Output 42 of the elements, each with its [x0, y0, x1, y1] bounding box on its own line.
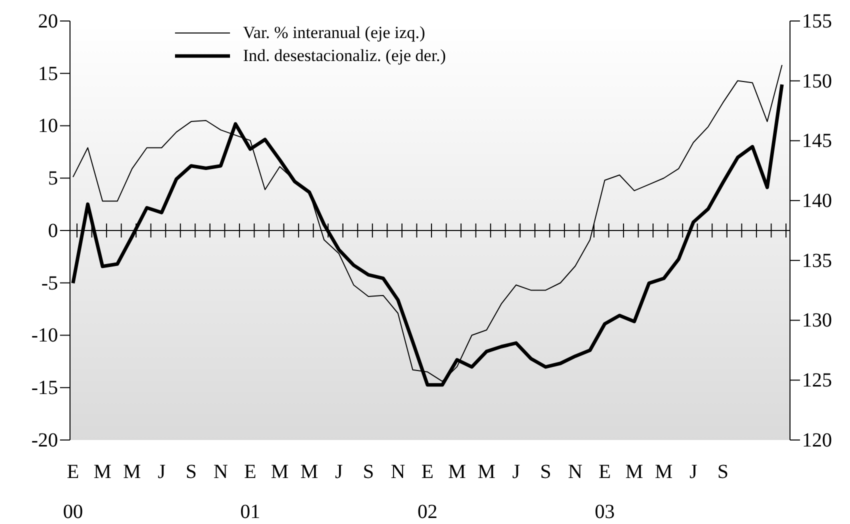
x-tick-label: N — [213, 461, 228, 483]
y-tick-label: 0 — [48, 220, 58, 242]
y-tick-label: 15 — [38, 62, 58, 85]
x-tick-label: J — [334, 461, 343, 483]
x-tick-label: E 02 — [418, 461, 438, 523]
x-tick-label: E 03 — [594, 461, 615, 523]
y2-tick-label: 120 — [802, 429, 832, 452]
x-tick-label: M — [123, 461, 142, 483]
x-tick-label: M — [625, 461, 644, 483]
x-tick-label: S — [362, 461, 374, 483]
y-tick-label: -5 — [41, 272, 58, 294]
x-tick-label: J — [689, 461, 698, 483]
x-tick-label: E 00 — [63, 461, 83, 523]
x-tick-label: M — [448, 461, 466, 483]
y-tick-label: 10 — [38, 115, 58, 138]
legend-label: Var. % interanual (eje izq.) — [243, 23, 426, 42]
legend-label: Ind. desestacionaliz. (eje der.) — [243, 46, 446, 65]
y-tick-label: -10 — [31, 324, 58, 347]
y2-tick-label: 145 — [802, 130, 832, 152]
x-tick-label: M — [654, 461, 673, 483]
x-tick-label: N — [390, 461, 406, 483]
x-tick-label: M — [300, 461, 318, 483]
y2-tick-label: 155 — [802, 10, 832, 32]
y-tick-label: 20 — [38, 10, 58, 32]
x-tick-label: M — [270, 461, 289, 483]
x-tick-label: M — [478, 461, 496, 483]
y-tick-label: 5 — [48, 168, 58, 190]
y-tick-label: -20 — [31, 429, 58, 452]
y2-tick-label: 130 — [802, 310, 832, 332]
x-tick-label: J — [512, 461, 520, 483]
x-tick-label: S — [540, 461, 552, 483]
y2-tick-label: 150 — [802, 70, 832, 92]
x-tick-label: N — [568, 461, 582, 483]
y-tick-label: -15 — [31, 377, 58, 400]
x-tick-label: E 01 — [240, 461, 260, 523]
x-tick-label: S — [186, 461, 197, 483]
x-tick-label: J — [158, 461, 166, 483]
x-tick-label: M — [94, 461, 112, 483]
x-tick-label: S — [717, 461, 728, 483]
y2-tick-label: 140 — [802, 190, 832, 212]
y2-tick-label: 135 — [802, 250, 832, 272]
y2-tick-label: 125 — [802, 370, 832, 392]
